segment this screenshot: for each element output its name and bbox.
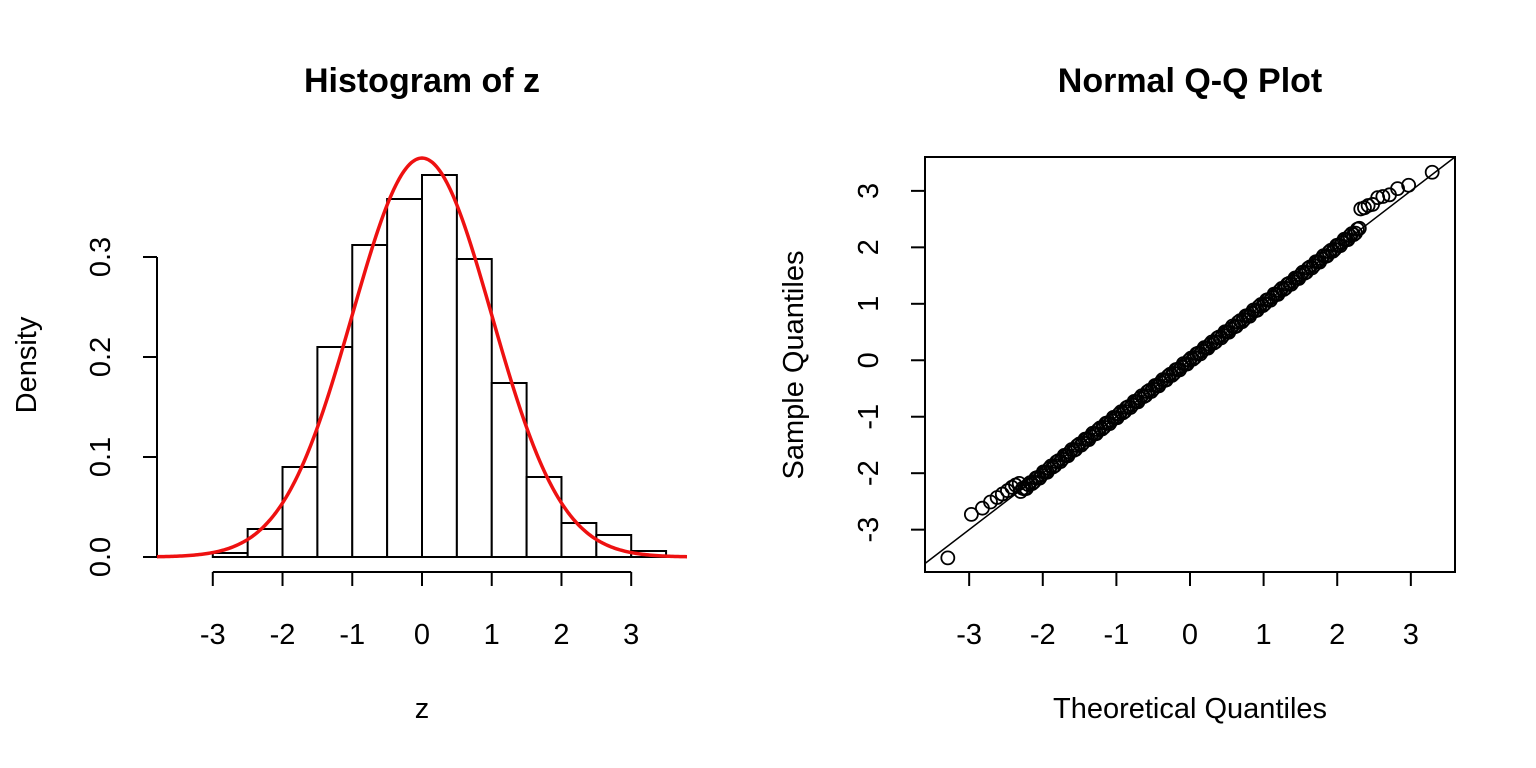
x-tick-label: 3 — [1403, 619, 1419, 651]
qq-plot-y-axis-label: Sample Quantiles — [778, 251, 810, 480]
x-tick-label: 2 — [553, 619, 569, 651]
x-tick-label: -1 — [1103, 619, 1129, 651]
histogram-bar — [386, 198, 424, 558]
x-tick-label: 1 — [1256, 619, 1272, 651]
histogram-bar — [560, 522, 598, 558]
histogram-bar — [421, 174, 458, 558]
normal-density-curve — [156, 156, 688, 559]
histogram-y-axis: 0.0 0.1 0.2 0.3 — [85, 237, 158, 577]
qq-point — [1424, 164, 1440, 180]
x-tick-label: 1 — [484, 619, 500, 651]
histogram-bar — [211, 552, 249, 558]
y-tick-label: 0.3 — [85, 237, 117, 277]
histogram-x-axis: -3 -2 -1 0 1 2 3 — [200, 571, 639, 651]
qq-point — [1351, 220, 1367, 236]
histogram-bar — [246, 528, 284, 558]
y-tick-label: 0 — [853, 352, 885, 368]
x-tick-label: -3 — [956, 619, 982, 651]
x-tick-label: -2 — [1030, 619, 1056, 651]
x-tick-label: -1 — [339, 619, 365, 651]
qq-point — [1375, 189, 1391, 204]
y-tick-label: 0.2 — [85, 337, 117, 377]
x-tick-label: -3 — [200, 619, 226, 651]
histogram-bar — [525, 476, 563, 558]
qq-plot-x-axis-label: Theoretical Quantiles — [1053, 693, 1327, 725]
qq-plot-y-axis: -3 -2 -1 0 1 2 3 — [853, 183, 925, 543]
x-tick-label: 2 — [1329, 619, 1345, 651]
histogram-bar — [281, 466, 319, 558]
y-tick-label: -2 — [853, 460, 885, 486]
x-tick-label: 3 — [623, 619, 639, 651]
histogram-title: Histogram of z — [304, 62, 540, 100]
histogram-bar — [595, 534, 633, 558]
y-tick-label: -1 — [853, 404, 885, 430]
x-tick-label: 0 — [1182, 619, 1198, 651]
y-tick-label: -3 — [853, 517, 885, 543]
histogram-bars — [211, 174, 668, 558]
histogram-x-axis-label: z — [415, 693, 430, 725]
histogram-bar — [316, 346, 354, 558]
y-tick-label: 2 — [853, 239, 885, 255]
x-tick-label: 0 — [414, 619, 430, 651]
qq-point — [940, 550, 956, 566]
y-tick-label: 1 — [853, 296, 885, 312]
qq-points — [940, 164, 1440, 566]
y-tick-label: 3 — [853, 183, 885, 199]
qq-point — [963, 507, 979, 522]
y-tick-label: 0.0 — [85, 537, 117, 577]
x-tick-label: -2 — [270, 619, 296, 651]
histogram-bar — [455, 258, 493, 558]
y-tick-label: 0.1 — [85, 437, 117, 477]
qq-point — [1353, 201, 1369, 217]
qq-plot-title: Normal Q-Q Plot — [1058, 62, 1322, 100]
histogram-y-axis-label: Density — [11, 316, 43, 413]
qq-plot-x-axis: -3 -2 -1 0 1 2 3 — [956, 572, 1419, 651]
qq-plot-panel: Normal Q-Q Plot Theoretical Quantiles Sa… — [778, 62, 1456, 725]
histogram-panel: Histogram of z z Density -3 -2 -1 0 1 2 3 0.00… — [11, 62, 688, 725]
